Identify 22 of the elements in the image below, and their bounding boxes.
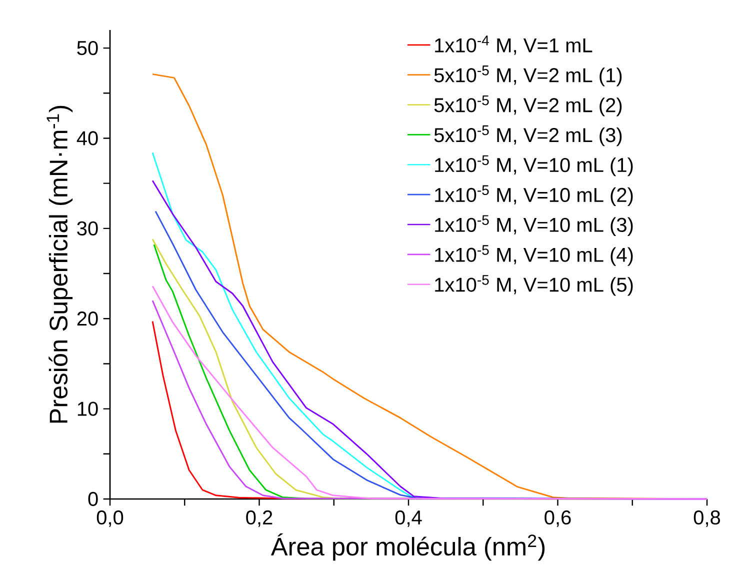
y-tick-label: 0	[88, 492, 98, 506]
x-axis-title: Área por molécula (nm$^{2}$)	[270, 533, 545, 561]
legend-label: 5x10$^{-5}$ M, V=2 mL (3)	[434, 125, 622, 146]
y-tick-label: 50	[77, 40, 98, 56]
y-tick-label: 40	[76, 131, 98, 146]
y-axis-title: Presión Superficial (mN·m$^{-1}$)	[46, 106, 73, 423]
legend-label: 1x10$^{-5}$ M, V=10 mL (2)	[435, 185, 633, 206]
y-tick-label: 20	[77, 312, 98, 326]
legend-label: 1x10$^{-5}$ M, V=10 mL (1)	[435, 155, 633, 176]
x-tick-label: 0,4	[395, 510, 422, 527]
legend-label: 1x10$^{-5}$ M, V=10 mL (3)	[435, 215, 633, 236]
legend-label: 5x10$^{-5}$ M, V=2 mL (2)	[434, 95, 622, 116]
x-tick-label: 0,6	[544, 510, 571, 527]
x-tick-label: 0,8	[694, 510, 720, 527]
legend-label: 1x10$^{-5}$ M, V=10 mL (5)	[435, 275, 633, 296]
legend-label: 5x10$^{-5}$ M, V=2 mL (1)	[434, 66, 622, 86]
y-tick-label: 10	[78, 402, 98, 416]
x-tick-label: 0,2	[246, 510, 272, 527]
y-tick-label: 30	[77, 221, 98, 236]
legend-label: 1x10$^{-4}$ M, V=1 mL	[435, 36, 592, 55]
x-tick-label: 0,0	[96, 510, 124, 527]
legend-label: 1x10$^{-5}$ M, V=10 mL (4)	[435, 245, 633, 266]
